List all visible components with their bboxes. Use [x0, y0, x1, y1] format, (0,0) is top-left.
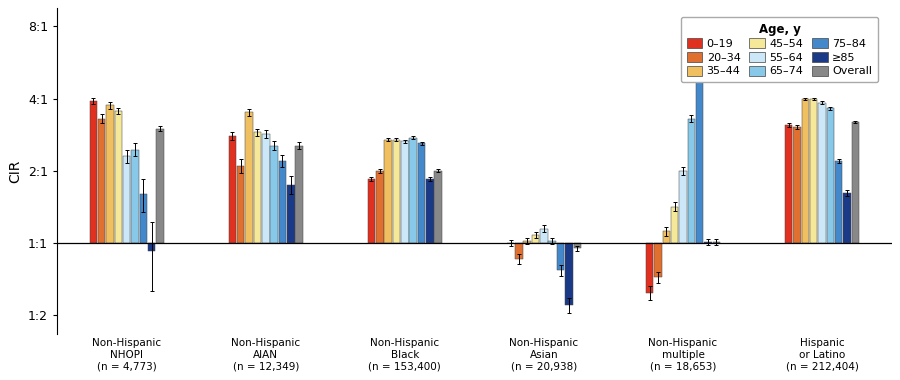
Bar	[802, 98, 809, 243]
Bar	[540, 228, 547, 243]
Bar	[98, 119, 105, 243]
Bar	[826, 108, 834, 243]
Bar	[654, 243, 662, 277]
Bar	[279, 161, 286, 243]
Y-axis label: CIR: CIR	[8, 159, 22, 183]
Bar	[262, 134, 269, 243]
Bar	[548, 241, 556, 243]
Bar	[662, 231, 670, 243]
Bar	[384, 139, 392, 243]
Bar	[131, 150, 139, 243]
Bar	[392, 139, 400, 243]
Bar	[785, 125, 792, 243]
Bar	[524, 241, 531, 243]
Bar	[270, 146, 278, 243]
Bar	[90, 101, 97, 243]
Bar	[532, 235, 539, 243]
Bar	[573, 243, 581, 249]
Bar	[515, 243, 523, 259]
Bar	[670, 207, 679, 243]
Bar	[810, 98, 817, 243]
Bar	[376, 171, 383, 243]
Bar	[295, 146, 303, 243]
Bar	[410, 138, 417, 243]
Bar	[704, 242, 712, 243]
Bar	[237, 166, 245, 243]
Bar	[557, 243, 564, 271]
Bar	[368, 179, 375, 243]
Bar	[106, 105, 113, 243]
Bar	[114, 111, 122, 243]
Bar	[680, 171, 687, 243]
Bar	[246, 112, 253, 243]
Legend: 0–19, 20–34, 35–44, 45–54, 55–64, 65–74, 75–84, ≥85, Overall: 0–19, 20–34, 35–44, 45–54, 55–64, 65–74,…	[681, 17, 878, 82]
Bar	[157, 128, 164, 243]
Bar	[287, 185, 294, 243]
Bar	[148, 243, 156, 251]
Bar	[254, 132, 261, 243]
Bar	[426, 179, 434, 243]
Bar	[435, 171, 442, 243]
Bar	[851, 122, 860, 243]
Bar	[843, 193, 850, 243]
Bar	[229, 136, 236, 243]
Bar	[123, 156, 130, 243]
Bar	[565, 243, 572, 306]
Bar	[835, 161, 842, 243]
Bar	[646, 243, 653, 293]
Bar	[818, 103, 826, 243]
Bar	[713, 242, 720, 243]
Bar	[688, 119, 695, 243]
Bar	[140, 194, 147, 243]
Bar	[793, 127, 801, 243]
Bar	[418, 144, 426, 243]
Bar	[696, 78, 704, 243]
Bar	[401, 141, 409, 243]
